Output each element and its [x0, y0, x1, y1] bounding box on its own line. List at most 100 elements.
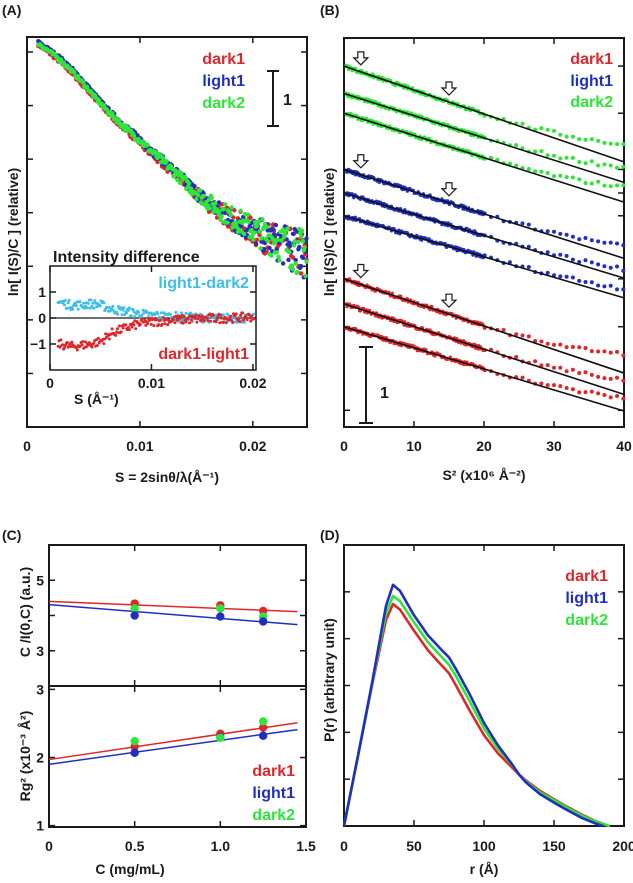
data-point [111, 304, 115, 308]
data-point [92, 306, 96, 310]
data-point [287, 249, 292, 255]
data-point [577, 237, 582, 242]
data-point [570, 367, 575, 372]
data-point [163, 322, 167, 326]
data-point [95, 344, 99, 347]
guinier-fit-line [343, 215, 625, 299]
data-point [589, 137, 594, 142]
data-point-light1 [130, 748, 139, 757]
data-point [271, 241, 277, 246]
data-point [564, 134, 569, 139]
data-point-dark2 [130, 604, 139, 613]
data-point [164, 159, 169, 164]
y-tick-label: −1 [30, 336, 46, 352]
down-arrow-icon [440, 293, 458, 309]
data-point [507, 161, 512, 166]
data-point [124, 323, 128, 327]
data-point [155, 159, 160, 165]
data-point [545, 153, 550, 158]
data-point [583, 258, 588, 263]
data-point [74, 346, 78, 349]
y-tick-label: 5 [36, 572, 44, 588]
data-point [149, 322, 153, 326]
data-point [271, 232, 277, 237]
data-point [222, 210, 227, 215]
data-point [246, 219, 251, 224]
data-point [252, 230, 257, 235]
guinier-fit-line [343, 112, 625, 203]
data-point [254, 237, 260, 242]
data-point [286, 257, 291, 262]
data-point [96, 97, 102, 103]
data-point [233, 221, 239, 226]
data-point [539, 149, 544, 154]
data-point [545, 363, 550, 368]
data-point [245, 212, 250, 217]
data-point [102, 342, 106, 346]
data-point [202, 319, 206, 323]
data-point [621, 287, 626, 292]
series-dark1 [343, 325, 626, 412]
data-point [247, 313, 251, 317]
data-point [533, 169, 538, 174]
data-point [539, 363, 544, 368]
data-point [213, 201, 218, 206]
data-point [239, 313, 243, 317]
panel-b-marks [343, 51, 626, 412]
data-point [179, 311, 183, 315]
data-point [589, 181, 594, 186]
data-point [273, 222, 278, 228]
data-point [570, 175, 575, 180]
data-point [216, 200, 222, 205]
data-point [300, 238, 306, 244]
panel-a-ticks: 0 0.01 0.02 [23, 37, 307, 454]
data-point [577, 260, 582, 264]
data-point [193, 316, 197, 320]
data-point [126, 308, 130, 312]
series-dark2 [343, 112, 626, 203]
data-point [274, 250, 279, 255]
data-point [621, 164, 626, 169]
data-point [156, 312, 160, 316]
data-point [167, 318, 171, 322]
data-point [135, 133, 140, 138]
data-point [250, 314, 254, 318]
data-point [75, 348, 79, 352]
down-arrow-icon [352, 51, 370, 66]
data-point [257, 232, 262, 238]
data-point [131, 133, 137, 138]
series-light1 [343, 191, 626, 279]
data-point [177, 180, 183, 186]
curve-light1 [342, 583, 604, 828]
data-point [608, 395, 613, 400]
guinier-fit-line [343, 192, 625, 279]
data-point [127, 306, 131, 310]
data-point [200, 314, 204, 318]
data-point [577, 278, 582, 283]
data-point [116, 327, 119, 331]
data-point [615, 165, 619, 170]
data-point [558, 384, 563, 389]
legend-dark1: dark1 [565, 568, 608, 585]
data-point [615, 375, 619, 380]
data-point [552, 383, 556, 388]
data-point [91, 301, 95, 305]
data-point [188, 321, 192, 325]
data-point [621, 396, 626, 401]
panel-c-ticks: 0 0.5 1.0 1.5 3 5 1 2 3 [36, 545, 316, 854]
data-point [558, 365, 563, 370]
data-point [175, 177, 180, 183]
panel-label-d: (D) [320, 527, 339, 543]
data-point [171, 318, 175, 322]
data-point [608, 350, 613, 355]
panel-b-ylabel: ln[ I(S)/C ] (relative) [321, 168, 337, 296]
data-point [144, 323, 148, 327]
panel-a-frame [26, 36, 308, 428]
data-point-light1 [258, 731, 268, 740]
data-point [545, 127, 550, 132]
data-point [59, 338, 63, 342]
panel-b-ticks: 0 10 20 30 40 [340, 38, 632, 454]
data-point [207, 206, 213, 211]
data-point-dark1 [258, 723, 268, 732]
x-tick-label: 0.02 [239, 438, 266, 454]
